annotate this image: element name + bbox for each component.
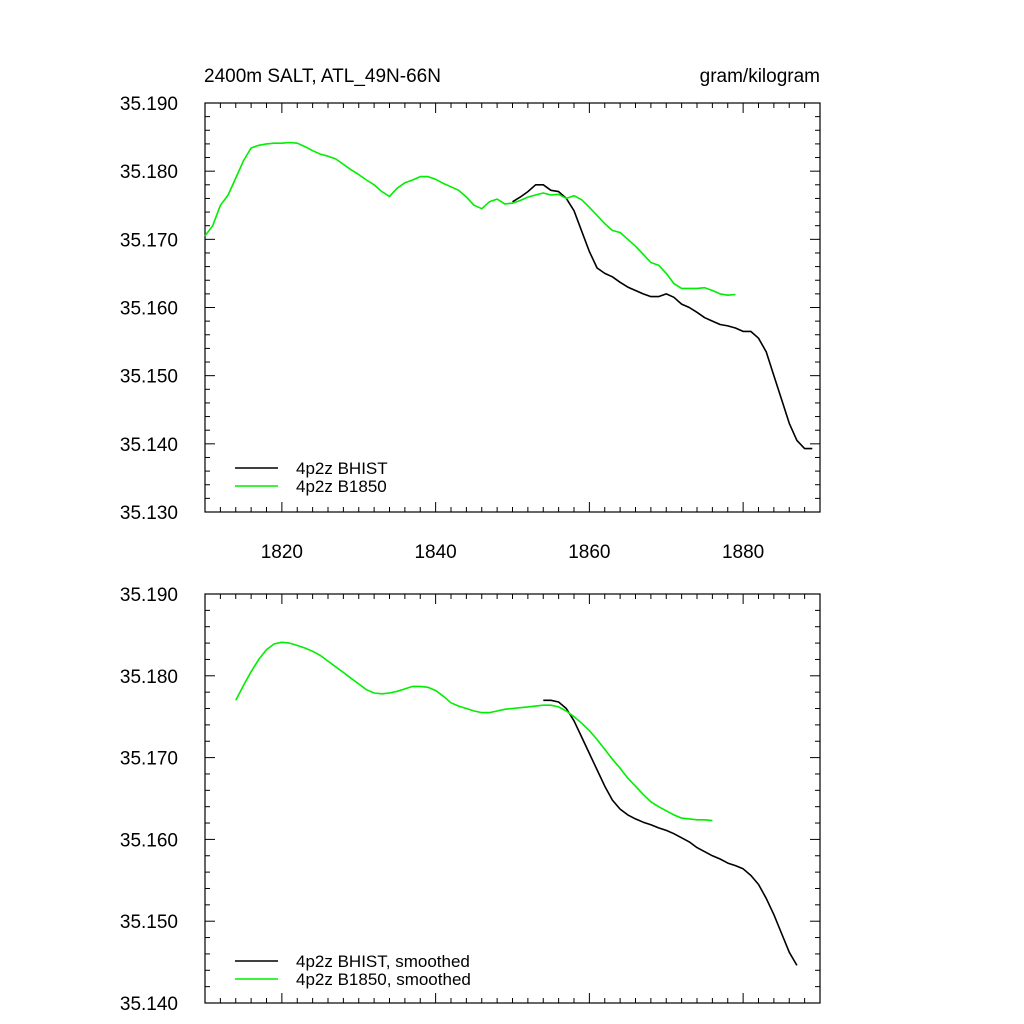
y-tick-label: 35.170 [120,230,178,251]
x-tick-label: 1820 [261,542,303,563]
plot-frame [204,102,821,513]
salinity-chart-panel-top: 2400m SALT, ATL_49N-66N gram/kilogram 18… [120,66,821,563]
y-tick-label: 35.140 [120,435,178,456]
series-line [204,141,736,297]
y-tick-label: 35.160 [120,830,178,851]
legend-label: 4p2z B1850, smoothed [296,970,471,989]
y-tick-label: 35.170 [120,749,178,770]
y-tick-label: 35.190 [120,94,178,115]
legend-label: 4p2z B1850 [296,477,387,496]
y-tick-label: 35.180 [120,667,178,688]
legend-label: 4p2z BHIST, smoothed [296,952,470,971]
x-tick-label: 1860 [568,542,610,563]
series-line [512,184,813,450]
salinity-chart-panel-bottom: 35.140 35.150 35.160 35.170 35.180 35.190 4p2… [120,585,821,1015]
legend-label: 4p2z BHIST [296,459,388,478]
chart-title-right: gram/kilogram [700,66,820,87]
y-tick-label: 35.160 [120,299,178,320]
y-tick-label: 35.190 [120,585,178,606]
y-tick-label: 35.150 [120,912,178,933]
plot-frame [204,593,821,1004]
y-tick-label: 35.140 [120,994,178,1015]
x-tick-label: 1840 [414,542,456,563]
series-line [235,641,713,822]
y-tick-label: 35.180 [120,162,178,183]
y-tick-label: 35.150 [120,367,178,388]
series-line [543,699,798,966]
x-tick-label: 1880 [722,542,764,563]
y-tick-label: 35.130 [120,503,178,524]
chart-title-left: 2400m SALT, ATL_49N-66N [204,66,441,87]
